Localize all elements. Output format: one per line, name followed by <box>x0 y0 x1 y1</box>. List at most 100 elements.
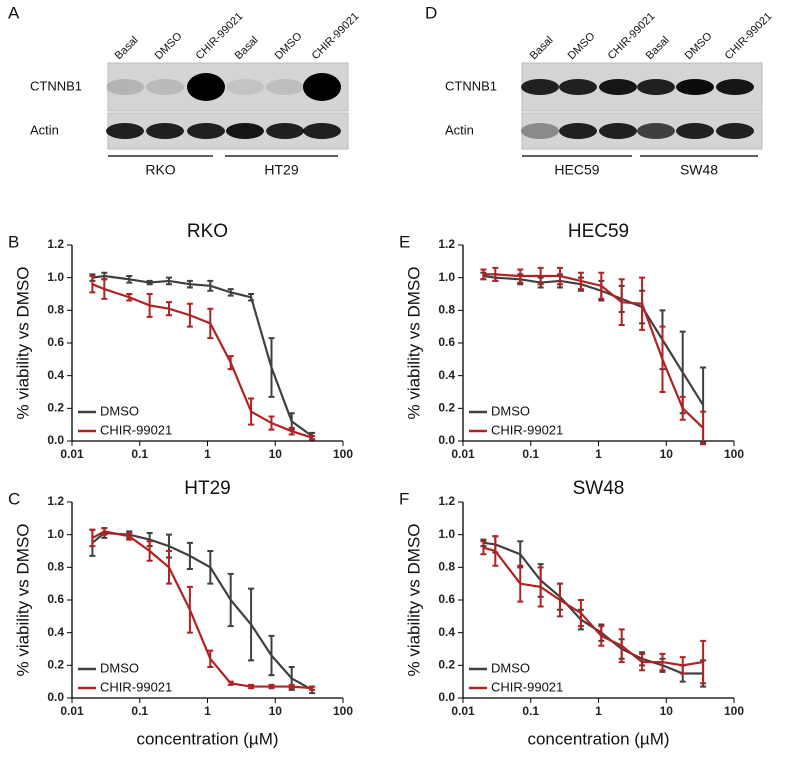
blot-band <box>599 123 637 139</box>
y-axis-label: % viability vs DMSO <box>404 266 423 419</box>
series-line <box>483 541 704 675</box>
error-bar <box>659 652 666 672</box>
error-bar <box>268 683 275 690</box>
y-tick-label: 0.8 <box>47 303 64 317</box>
series-line <box>92 274 313 437</box>
error-bar <box>639 652 646 672</box>
blot-band <box>146 79 184 95</box>
row-label: CTNNB1 <box>30 78 82 93</box>
lane-label: CHIR-99021 <box>310 10 362 62</box>
x-tick-label: 0.1 <box>522 704 539 718</box>
error-bar <box>89 275 96 294</box>
error-bar <box>207 279 214 292</box>
error-bar <box>268 634 275 677</box>
x-tick-label: 1 <box>595 704 602 718</box>
y-tick-label: 0.6 <box>47 335 64 349</box>
x-tick-label: 0.1 <box>131 447 148 461</box>
error-bar <box>207 550 214 585</box>
error-bar <box>186 585 193 634</box>
y-tick-label: 0.4 <box>47 368 64 382</box>
x-tick-label: 0.01 <box>60 447 84 461</box>
error-bar <box>186 279 193 289</box>
error-bar <box>126 293 133 302</box>
error-bar <box>480 268 487 281</box>
y-tick-label: 0.0 <box>47 433 64 447</box>
x-tick-label: 0.01 <box>451 447 475 461</box>
legend-label: CHIR-99021 <box>491 679 563 694</box>
lane-label: DMSO <box>273 30 305 62</box>
y-tick-label: 1.0 <box>47 527 64 541</box>
error-bar <box>309 435 316 441</box>
error-bar <box>126 275 133 284</box>
lane-label: CHIR-99021 <box>723 10 775 62</box>
y-tick-label: 0.2 <box>438 401 455 415</box>
x-tick-label: 10 <box>660 704 674 718</box>
panel-letter: E <box>399 232 410 251</box>
error-bar <box>248 683 255 690</box>
blot-band <box>226 79 264 95</box>
error-bar <box>89 528 96 548</box>
error-bar <box>659 325 666 393</box>
x-tick-label: 10 <box>660 447 674 461</box>
error-bar <box>227 355 234 371</box>
legend-label: DMSO <box>491 660 530 675</box>
blot-band <box>716 123 754 139</box>
y-tick-label: 1.0 <box>438 527 455 541</box>
series-line <box>483 273 704 429</box>
blot-band <box>637 79 675 95</box>
error-bar <box>679 656 686 675</box>
x-tick-label: 100 <box>724 704 744 718</box>
blot-band <box>559 79 597 95</box>
error-bar <box>679 395 686 421</box>
error-bar <box>248 587 255 662</box>
error-bar <box>639 276 646 331</box>
legend-label: CHIR-99021 <box>491 422 563 437</box>
error-bar <box>227 680 234 686</box>
x-axis-label: concentration (µM) <box>136 729 278 748</box>
y-tick-label: 1.2 <box>47 494 64 508</box>
error-bar <box>700 639 707 685</box>
x-tick-label: 0.1 <box>522 447 539 461</box>
y-tick-label: 0.2 <box>438 658 455 672</box>
error-bar <box>146 279 153 286</box>
panel-letter: F <box>399 489 409 508</box>
y-axis-label: % viability vs DMSO <box>404 523 423 676</box>
blot-band <box>226 123 264 139</box>
group-label: RKO <box>145 162 175 178</box>
blot-band <box>521 79 559 95</box>
error-bar <box>268 337 275 398</box>
error-bar <box>165 276 172 286</box>
blot-band <box>106 123 144 139</box>
y-tick-label: 0.0 <box>438 690 455 704</box>
panel-letter: B <box>8 232 19 251</box>
error-bar <box>288 426 295 436</box>
y-tick-label: 0.2 <box>47 401 64 415</box>
legend-label: DMSO <box>491 403 530 418</box>
y-tick-label: 0.4 <box>438 368 455 382</box>
group-label: HT29 <box>264 162 298 178</box>
error-bar <box>165 550 172 585</box>
panel-letter: D <box>425 3 437 22</box>
error-bar <box>537 566 544 608</box>
blot-band <box>266 79 304 95</box>
lane-label: DMSO <box>153 30 185 62</box>
legend-label: CHIR-99021 <box>100 679 172 694</box>
blot-band <box>303 73 341 101</box>
y-tick-label: 0.2 <box>47 658 64 672</box>
legend-label: DMSO <box>100 660 139 675</box>
error-bar <box>126 532 133 541</box>
error-bar <box>556 266 563 286</box>
error-bar <box>598 271 605 300</box>
error-bar <box>248 293 255 302</box>
y-tick-label: 0.6 <box>438 592 455 606</box>
error-bar <box>492 266 499 282</box>
error-bar <box>537 266 544 286</box>
error-bar <box>480 540 487 556</box>
y-tick-label: 0.0 <box>47 690 64 704</box>
y-tick-label: 1.2 <box>438 237 455 251</box>
error-bar <box>492 535 499 567</box>
error-bar <box>186 302 193 328</box>
error-bar <box>517 268 524 284</box>
y-tick-label: 0.6 <box>47 592 64 606</box>
